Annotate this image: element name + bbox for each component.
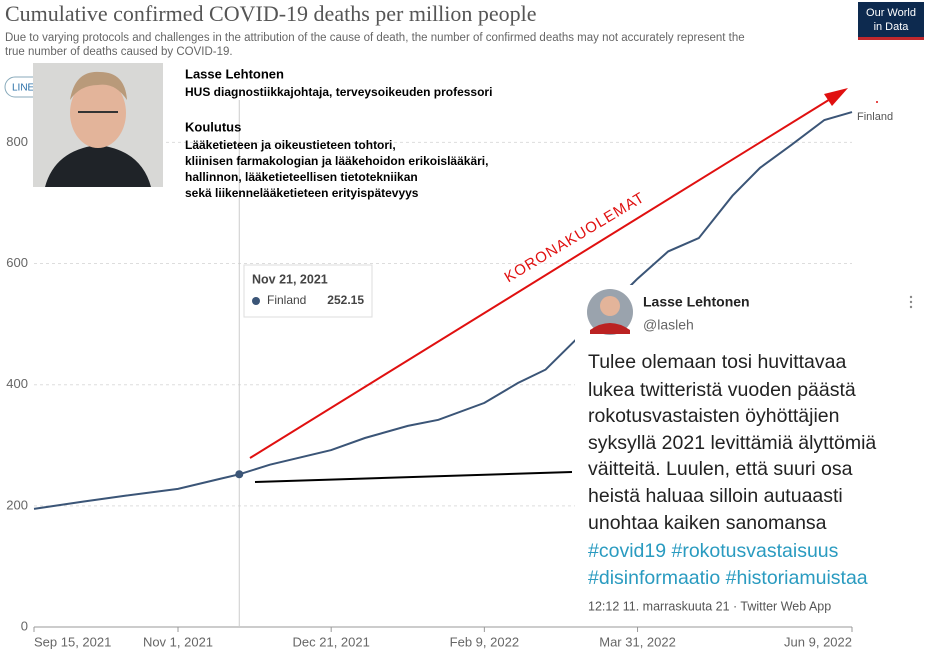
dot (876, 101, 878, 103)
tweet-text: Tulee olemaan tosi huvittavaa lukea twitt… (588, 351, 876, 589)
tweet-line: lukea twitteristä vuoden päästä (588, 379, 856, 401)
y-tick-label: 400 (6, 376, 28, 391)
x-tick-label: Feb 9, 2022 (450, 634, 519, 649)
tweet-line: syksyllä 2021 levittämiä älyttömiä (588, 432, 876, 454)
tweet-line: väitteitä. Luulen, että suuri osa (588, 458, 853, 480)
overlay: KORONAKUOLEMAT Lasse Lehtonen HUS diagno… (33, 63, 929, 625)
tab-label[interactable]: LINE (12, 83, 35, 94)
y-tick-label: 0 (21, 618, 28, 633)
logo-bar (858, 37, 924, 40)
arrow-head (824, 88, 848, 106)
tweet-name: Lasse Lehtonen (643, 294, 750, 310)
red-arrow (249, 92, 841, 459)
bio-name: Lasse Lehtonen (185, 66, 284, 81)
bio-line: sekä liikennelääketieteen erityispätevyy… (185, 186, 419, 200)
x-tick-label: Jun 9, 2022 (784, 634, 852, 649)
tweet-line: heistä haluaa silloin autuaasti (588, 485, 843, 507)
series-line (33, 111, 853, 510)
tweet-handle: @lasleh (643, 317, 694, 333)
y-tick-label: 800 (6, 134, 28, 149)
bio-line: hallinnon, lääketieteellisen tietoteknii… (185, 170, 418, 184)
tooltip-swatch (252, 297, 260, 305)
tweet-line: Tulee olemaan tosi huvittavaa (588, 351, 847, 373)
plot: 0 200 400 600 800 Sep 15, 2021 Nov 1, 2021 Dec … (6, 100, 893, 649)
avatar-body (590, 323, 630, 334)
tweet-hashtag[interactable]: #covid19 #rokotusvastaisuus (588, 540, 839, 562)
tooltip-value: 252.15 (327, 293, 364, 307)
bio-line: kliinisen farmakologian ja lääkehoidon e… (185, 154, 488, 168)
bio-role: HUS diagnostiikkajohtaja, terveysoikeude… (185, 85, 492, 99)
tweet-line: rokotusvastaisten öyhöttäjien (588, 405, 839, 427)
y-tick-label: 600 (6, 255, 28, 270)
bio-lines: Lääketieteen ja oikeustieteen tohtori, kl… (185, 138, 488, 200)
menu-dot[interactable] (909, 300, 913, 304)
chart-title: Cumulative confirmed COVID-19 deaths per… (5, 1, 537, 26)
subtitle: true number of deaths caused by COVID-19… (5, 46, 233, 58)
tooltip-box (243, 264, 373, 318)
x-tick-label: Mar 31, 2022 (599, 634, 676, 649)
y-tick-label: 200 (6, 497, 28, 512)
tooltip-date: Nov 21, 2021 (252, 272, 328, 286)
photo-suit (45, 145, 151, 187)
bio-line: Lääketieteen ja oikeustieteen tohtori, (185, 138, 396, 152)
tooltip-series: Finland (267, 293, 306, 307)
menu-dot[interactable] (909, 305, 913, 309)
series-label: Finland (857, 111, 893, 123)
tweet-card (575, 285, 929, 625)
menu-dot[interactable] (909, 295, 913, 299)
black-line (254, 471, 573, 483)
x-tick-label: Dec 21, 2021 (293, 634, 370, 649)
logo (858, 2, 924, 40)
tweet-line: unohtaa kaiken sanomansa (588, 512, 827, 534)
tweet-footer: 12:12 11. marraskuuta 21 · Twitter Web A… (588, 599, 831, 613)
photo-hair (70, 71, 127, 100)
subtitle: Due to varying protocols and challenges … (5, 32, 745, 44)
x-tick-label: Nov 1, 2021 (143, 634, 213, 649)
logo-text: Our World (866, 7, 916, 19)
avatar-face (600, 296, 620, 316)
tweet-hashtag[interactable]: #disinformaatio #historiamuistaa (588, 567, 868, 589)
logo-text: in Data (874, 21, 910, 33)
bio-heading: Koulutus (185, 119, 241, 134)
x-tick-label: Sep 15, 2021 (34, 634, 111, 649)
annotation: KORONAKUOLEMAT (502, 189, 648, 286)
hover-point (235, 470, 244, 479)
